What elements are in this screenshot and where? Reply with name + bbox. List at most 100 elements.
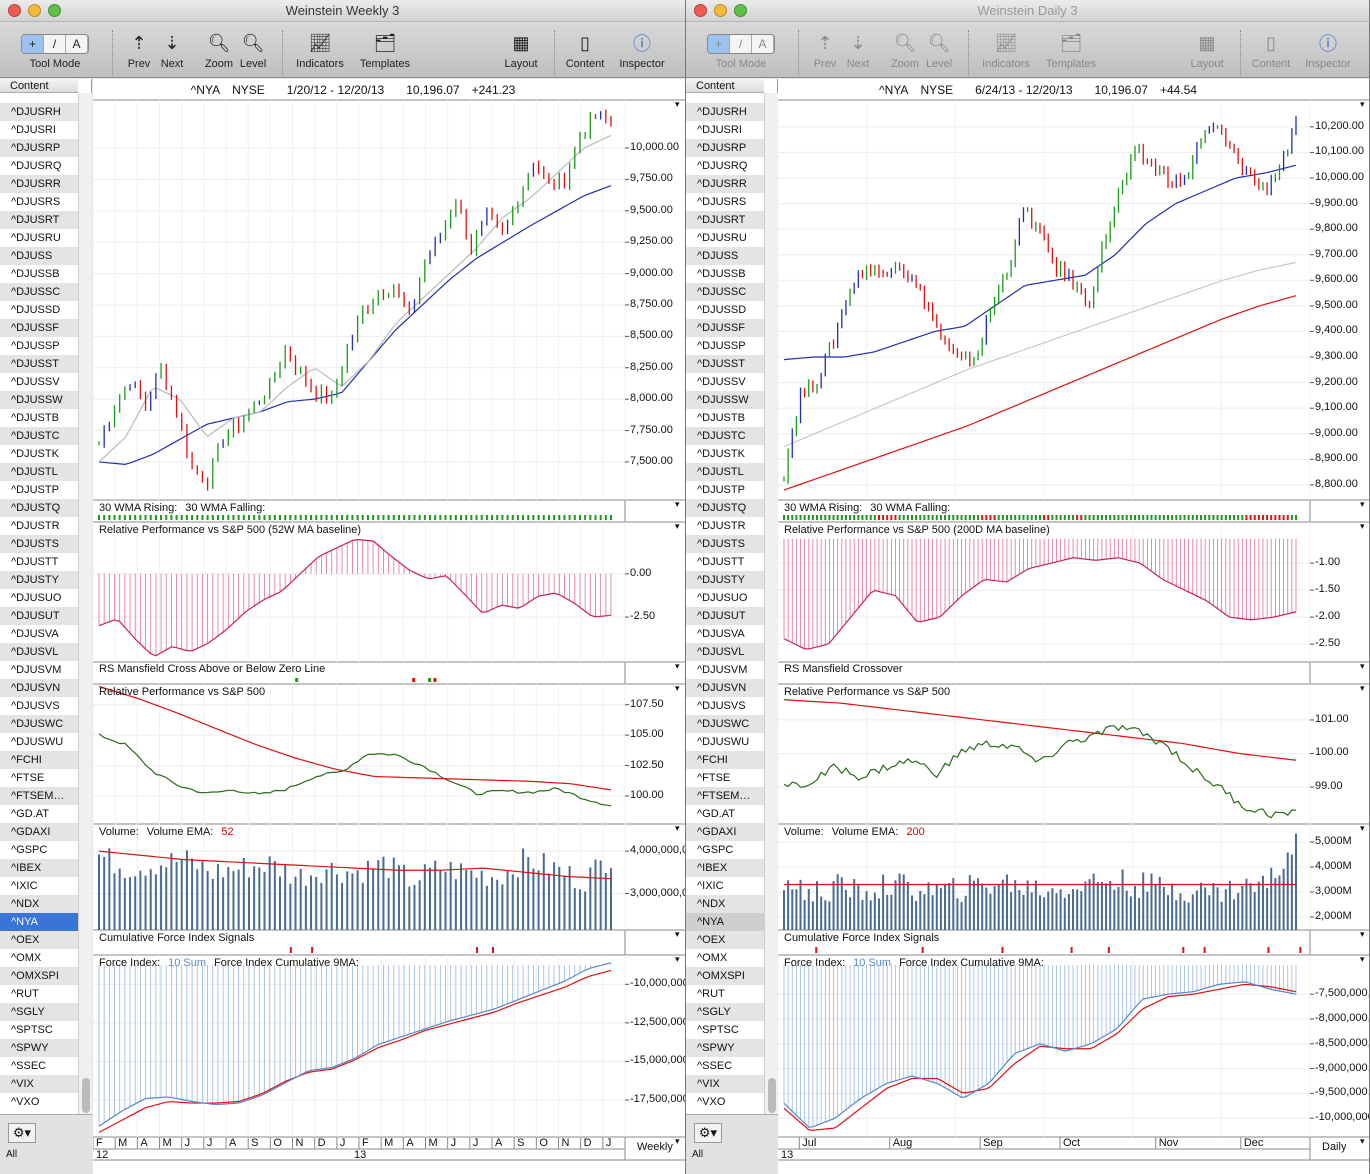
panel-menu-arrow[interactable]: ▾ [1360,929,1365,939]
scroll-thumb[interactable] [768,1078,776,1113]
symbol-list-item[interactable]: ^DJUSSP [697,340,746,352]
panel-menu-arrow[interactable]: ▾ [1360,521,1365,531]
symbol-list-item[interactable]: ^DJUSRR [0,175,78,193]
symbol-list-item[interactable]: ^OEX [0,931,78,949]
symbol-list-item[interactable]: ^FTSE [11,772,45,784]
symbol-list-item[interactable]: ^DJUSUO [697,592,748,604]
symbol-list-item[interactable]: ^GDAXI [0,823,78,841]
text-tool[interactable]: A [66,35,88,53]
next-button[interactable]: ⇣ Next [157,28,187,71]
symbol-list-item[interactable]: ^DJUSTP [697,484,745,496]
symbol-list-item[interactable]: ^VXO [11,1096,40,1108]
symbol-list-item[interactable]: ^DJUSRH [686,103,764,121]
symbol-list-item[interactable]: ^DJUSRI [11,124,56,136]
symbol-list-item[interactable]: ^DJUSTL [0,463,78,481]
symbol-list-item[interactable]: ^DJUSST [0,355,78,373]
symbol-list-item[interactable]: ^VIX [686,1075,764,1093]
symbol-list-item[interactable]: ^DJUSTR [697,520,746,532]
symbol-list-item[interactable]: ^DJUSSD [697,304,747,316]
panel-menu-arrow[interactable]: ▾ [675,521,680,531]
line-tool[interactable]: / [44,35,66,53]
chart-area[interactable]: ^NYA NYSE 1/20/12 - 12/20/13 10,196.07 +241.… [93,79,685,1174]
content-button[interactable]: ▯ Content [1248,28,1294,71]
symbol-list-item[interactable]: ^DJUSSD [11,304,61,316]
symbol-list-item[interactable]: ^OMX [697,952,728,964]
symbol-list-item[interactable]: ^DJUSWU [697,736,750,748]
symbol-list-item[interactable]: ^DJUSVA [11,628,59,640]
symbol-list-item[interactable]: ^FCHI [686,751,764,769]
inspector-button[interactable]: ⓘ Inspector [1300,28,1356,70]
symbol-list-item[interactable]: ^GD.AT [11,808,49,820]
zoom-out-button[interactable]: 🔍︎ Zoom [202,28,236,71]
line-tool[interactable]: / [730,35,752,53]
symbol-list-item[interactable]: ^DJUSVL [686,643,764,661]
symbol-list-item[interactable]: ^DJUSVL [0,643,78,661]
symbol-list-item[interactable]: ^DJUSTY [0,571,78,589]
zoom-button[interactable] [734,4,747,17]
symbol-list-item[interactable]: ^DJUSUT [0,607,78,625]
symbol-list-item[interactable]: ^SPWY [0,1039,78,1057]
panel-menu-arrow[interactable]: ▾ [1360,499,1365,509]
symbol-list-item[interactable]: ^DJUSRI [697,124,742,136]
prev-button[interactable]: ⇡ Prev [124,28,154,71]
crosshair-tool[interactable]: + [708,35,730,53]
symbol-list-item[interactable]: ^DJUSTS [686,535,764,553]
panel-menu-arrow[interactable]: ▾ [675,954,680,964]
symbol-list-item[interactable]: ^DJUSTP [11,484,59,496]
symbol-list-item[interactable]: ^DJUSUO [11,592,62,604]
symbol-list-item[interactable]: ^DJUSTQ [686,499,764,517]
symbol-list-item[interactable]: ^NYA [686,913,764,931]
title-bar[interactable]: Weinstein Daily 3 [686,0,1369,22]
content-column-header[interactable]: Content [0,79,78,93]
symbol-list-item[interactable]: ^DJUSSB [11,268,60,280]
content-column-header[interactable]: Content [686,79,764,93]
symbol-list-item[interactable]: ^FCHI [0,751,78,769]
tool-mode-control[interactable]: + / A Tool Mode [12,28,98,70]
symbol-list-item[interactable]: ^OEX [686,931,764,949]
panel-menu-arrow[interactable]: ▾ [675,499,680,509]
symbol-list-item[interactable]: ^DJUSWC [0,715,78,733]
symbol-list-item[interactable]: ^GSPC [697,844,734,856]
symbol-list-item[interactable]: ^RUT [11,988,39,1000]
zoom-button[interactable] [48,4,61,17]
panel-menu-arrow[interactable]: ▾ [675,661,680,671]
periodicity-selector[interactable]: Daily [1322,1141,1347,1153]
symbol-list-item[interactable]: ^IBEX [686,859,764,877]
panel-menu-arrow[interactable]: ▾ [1360,954,1365,964]
text-tool[interactable]: A [752,35,774,53]
symbol-list-item[interactable]: ^IXIC [697,880,724,892]
panel-menu-arrow[interactable]: ▾ [1360,1136,1365,1146]
symbol-list-item[interactable]: ^VIX [0,1075,78,1093]
templates-button[interactable]: 🗂︎ Templates [1041,28,1101,71]
symbol-list-item[interactable]: ^DJUSS [686,247,764,265]
panel-menu-arrow[interactable]: ▾ [1360,99,1365,109]
symbol-list-item[interactable]: ^DJUSVN [686,679,764,697]
symbol-list-item[interactable]: ^DJUSUT [686,607,764,625]
layout-button[interactable]: ▦ Layout [498,28,544,71]
symbol-list-item[interactable]: ^DJUSVM [11,664,62,676]
zoom-out-button[interactable]: 🔍︎ Zoom [888,28,922,71]
symbol-list-item[interactable]: ^DJUSRQ [697,160,748,172]
symbol-list-item[interactable]: ^DJUSTB [11,412,59,424]
crosshair-tool[interactable]: + [22,35,44,53]
symbol-list-item[interactable]: ^DJUSVN [0,679,78,697]
gear-menu-button[interactable]: ⚙▾ [694,1123,722,1143]
symbol-list-item[interactable]: ^DJUSRT [686,211,764,229]
symbol-list-item[interactable]: ^NDX [686,895,764,913]
symbol-list-item[interactable]: ^FTSE [697,772,731,784]
symbol-list-item[interactable]: ^DJUSRQ [11,160,62,172]
symbol-list-item[interactable]: ^DJUSTK [11,448,59,460]
symbol-list-item[interactable]: ^DJUSSF [686,319,764,337]
indicators-button[interactable]: 📈︎ Indicators [976,28,1036,71]
sidebar-scrollbar[interactable] [764,93,778,1114]
inspector-button[interactable]: ⓘ Inspector [614,28,670,70]
symbol-list-item[interactable]: ^RUT [697,988,725,1000]
symbol-list-item[interactable]: ^DJUSSW [686,391,764,409]
symbol-list-item[interactable]: ^DJUSRS [11,196,61,208]
symbol-list-item[interactable]: ^IXIC [11,880,38,892]
symbol-list-item[interactable]: ^DJUSVS [11,700,60,712]
symbol-list-item[interactable]: ^DJUSTT [697,556,745,568]
symbol-list-item[interactable]: ^VXO [697,1096,726,1108]
symbol-list-item[interactable]: ^DJUSTR [11,520,60,532]
symbol-list-item[interactable]: ^DJUSSV [697,376,746,388]
